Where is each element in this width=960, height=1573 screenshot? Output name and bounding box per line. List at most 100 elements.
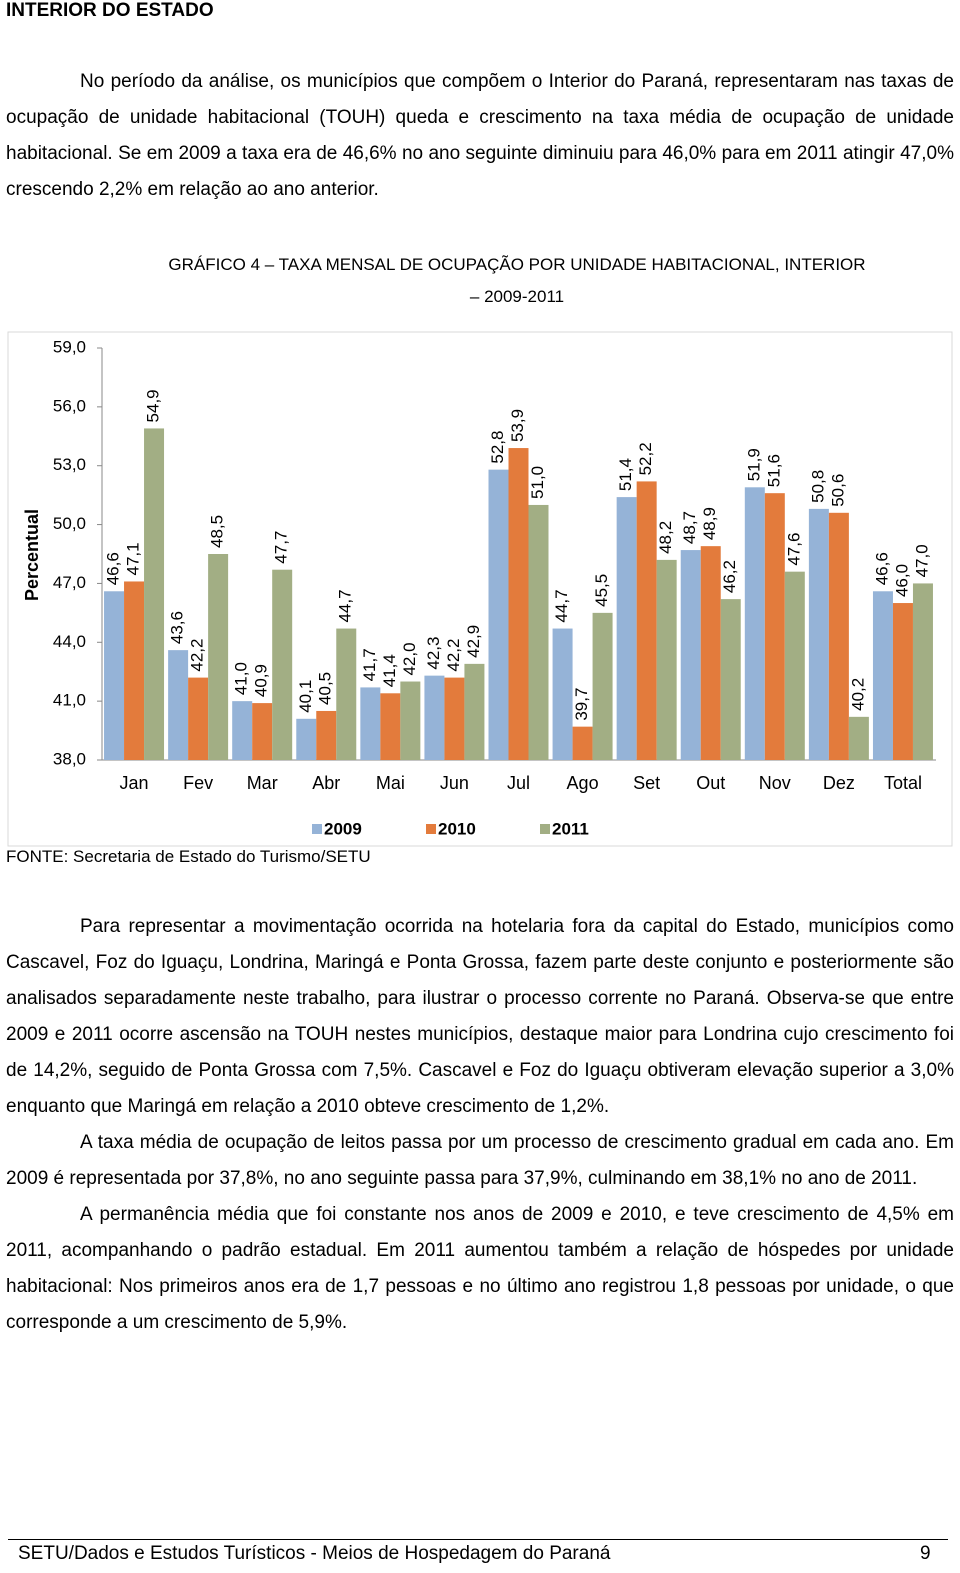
value-label: 52,2 [636, 442, 655, 475]
value-label: 52,8 [488, 431, 507, 464]
value-label: 46,2 [720, 560, 739, 593]
y-axis-label: Percentual [22, 509, 42, 601]
bar [572, 726, 593, 760]
value-label: 47,1 [124, 542, 143, 575]
value-label: 42,3 [424, 637, 443, 670]
bar [892, 603, 913, 760]
x-tick-label: Total [884, 773, 922, 793]
bar [848, 716, 869, 760]
bar [488, 469, 509, 760]
value-label: 45,5 [592, 574, 611, 607]
bar [784, 571, 805, 760]
legend-swatch [426, 824, 436, 834]
footer-rule [8, 1539, 948, 1540]
value-label: 50,8 [808, 470, 827, 503]
y-tick-label: 50,0 [53, 514, 86, 533]
y-tick-label: 59,0 [53, 337, 86, 356]
value-label: 51,6 [764, 454, 783, 487]
bar [316, 710, 337, 760]
paragraph: A taxa média de ocupação de leitos passa… [6, 1132, 954, 1189]
value-label: 41,0 [232, 662, 251, 695]
bar [508, 448, 529, 760]
value-label: 42,2 [188, 639, 207, 672]
x-tick-label: Fev [183, 773, 213, 793]
bar [444, 677, 465, 760]
value-label: 54,9 [144, 389, 163, 422]
bar [188, 677, 209, 760]
bar [636, 481, 657, 760]
header-title: INTERIOR DO ESTADO [6, 0, 214, 21]
bar [656, 559, 677, 760]
value-label: 42,9 [464, 625, 483, 658]
value-label: 48,5 [208, 515, 227, 548]
bar [380, 693, 401, 760]
bar [124, 581, 145, 760]
legend-label: 2011 [552, 819, 589, 838]
bar [232, 701, 253, 760]
value-label: 51,4 [616, 458, 635, 491]
bar [912, 583, 933, 760]
x-tick-label: Out [696, 773, 725, 793]
value-label: 47,7 [272, 531, 291, 564]
bar [336, 628, 357, 760]
value-label: 40,1 [296, 680, 315, 713]
bar [144, 428, 165, 760]
value-label: 48,7 [680, 511, 699, 544]
legend-swatch [540, 824, 550, 834]
value-label: 50,6 [828, 474, 847, 507]
value-label: 48,2 [656, 521, 675, 554]
bar [360, 687, 381, 760]
bar [296, 718, 317, 760]
x-tick-label: Ago [567, 773, 599, 793]
bar [208, 554, 229, 760]
x-tick-label: Jan [120, 773, 149, 793]
x-tick-label: Set [633, 773, 660, 793]
value-label: 44,7 [336, 589, 355, 622]
source: FONTE: Secretaria de Estado do Turismo/S… [6, 847, 371, 866]
bar [168, 650, 189, 760]
bar [808, 508, 829, 760]
value-label: 40,5 [316, 672, 335, 705]
page-number: 9 [920, 1543, 931, 1564]
y-tick-label: 53,0 [53, 455, 86, 474]
y-tick-label: 38,0 [53, 749, 86, 768]
x-tick-label: Mai [376, 773, 405, 793]
legend-label: 2009 [324, 819, 362, 838]
bar [828, 512, 849, 760]
x-tick-label: Jul [507, 773, 530, 793]
value-label: 41,4 [380, 654, 399, 687]
value-label: 44,7 [552, 589, 571, 622]
value-label: 53,9 [508, 409, 527, 442]
bar [104, 591, 125, 760]
bar [400, 681, 421, 760]
bar [616, 497, 637, 760]
bar [764, 493, 785, 760]
x-tick-label: Abr [312, 773, 340, 793]
paragraph: A permanência média que foi constante no… [6, 1204, 954, 1333]
bar [744, 487, 765, 760]
value-label: 51,9 [744, 448, 763, 481]
bar [424, 675, 445, 760]
value-label: 47,0 [912, 544, 931, 577]
paragraph: Para representar a movimentação ocorrida… [6, 916, 954, 1117]
value-label: 46,6 [872, 552, 891, 585]
legend-swatch [312, 824, 322, 834]
value-label: 43,6 [168, 611, 187, 644]
footer-text: SETU/Dados e Estudos Turísticos - Meios … [18, 1543, 611, 1564]
bar [700, 546, 721, 760]
x-tick-label: Mar [247, 773, 278, 793]
bar [680, 550, 701, 760]
value-label: 48,9 [700, 507, 719, 540]
chart-frame [7, 331, 953, 847]
value-label: 46,0 [892, 564, 911, 597]
bar [720, 599, 741, 760]
x-tick-label: Jun [440, 773, 469, 793]
value-label: 40,2 [848, 678, 867, 711]
paragraph: No período da análise, os municípios que… [6, 71, 954, 200]
bar [872, 591, 893, 760]
value-label: 39,7 [572, 688, 591, 721]
bar [252, 703, 273, 760]
y-tick-label: 47,0 [53, 573, 86, 592]
